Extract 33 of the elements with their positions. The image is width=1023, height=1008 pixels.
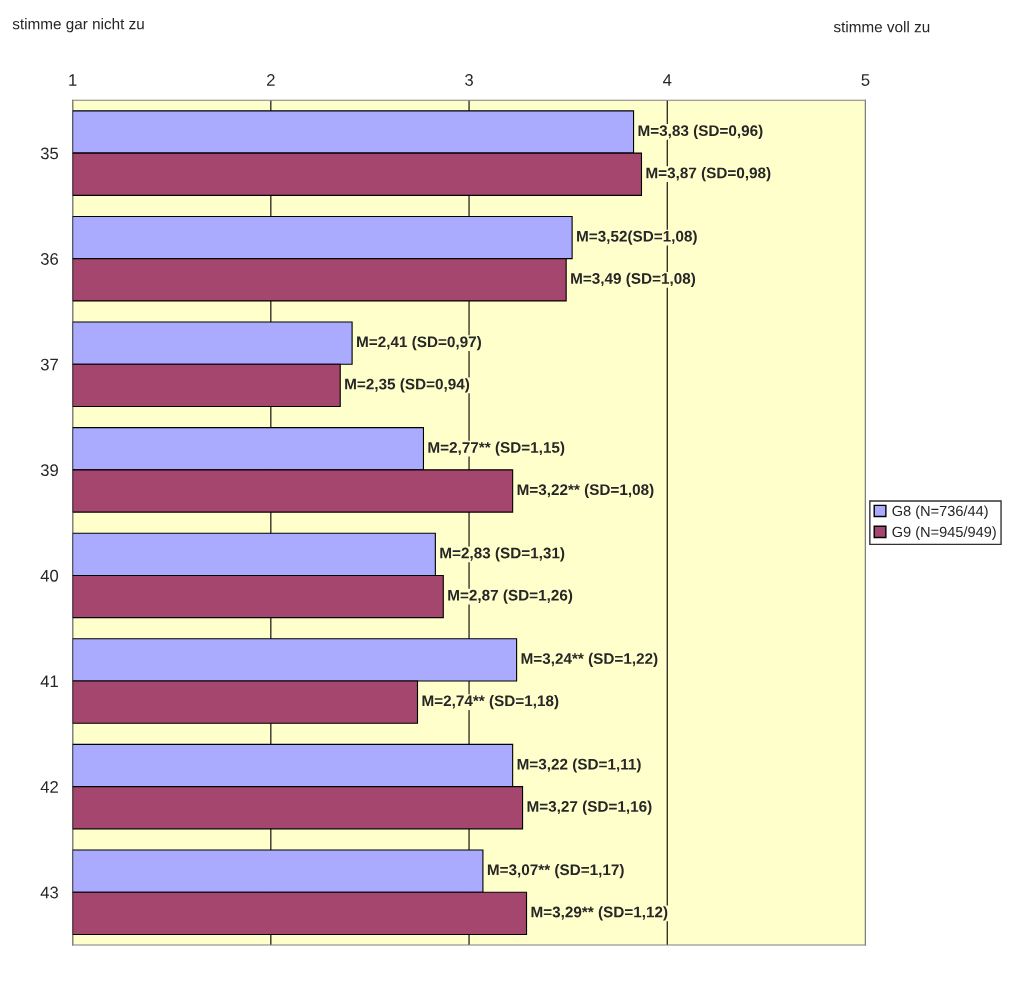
data-label: M=2,35 (SD=0,94) bbox=[345, 378, 470, 393]
data-label: M=3,27 (SD=1,16) bbox=[527, 800, 652, 815]
data-label: M=3,29** (SD=1,12) bbox=[531, 906, 668, 921]
data-label: M=2,41 (SD=0,97) bbox=[357, 336, 481, 351]
x-tick-label: 1 bbox=[69, 74, 77, 86]
data-label: M=2,77** (SD=1,15) bbox=[428, 441, 565, 456]
data-label: M=3,87 (SD=0,98) bbox=[646, 167, 771, 182]
data-label: M=2,74** (SD=1,18) bbox=[422, 695, 559, 710]
data-label: M=2,83 (SD=1,31) bbox=[440, 547, 565, 562]
data-label: M=3,22 (SD=1,11) bbox=[517, 758, 641, 773]
data-label: M=3,22** (SD=1,08) bbox=[517, 483, 654, 499]
y-tick-label: 35 bbox=[40, 147, 59, 160]
data-label: M=3,49 (SD=1,08) bbox=[571, 272, 696, 287]
data-label: M=2,87 (SD=1,26) bbox=[448, 589, 573, 604]
data-label: M=3,07** (SD=1,17) bbox=[487, 863, 624, 879]
x-tick-label: 4 bbox=[663, 74, 672, 86]
y-tick-label: 40 bbox=[40, 569, 59, 582]
x-tick-label: 5 bbox=[861, 74, 870, 86]
y-tick-label: 36 bbox=[40, 253, 59, 265]
y-tick-label: 39 bbox=[40, 464, 58, 477]
legend-label: G8 (N=736/44) bbox=[892, 505, 988, 519]
data-label: M=3,52(SD=1,08) bbox=[577, 230, 697, 245]
text: stimme voll zu bbox=[833, 21, 930, 33]
y-tick-label: 41 bbox=[40, 675, 58, 688]
x-tick-label: 2 bbox=[267, 74, 275, 86]
data-label: M=3,83 (SD=0,96) bbox=[638, 124, 763, 140]
text: stimme gar nicht zu bbox=[12, 18, 144, 33]
y-tick-label: 37 bbox=[40, 358, 58, 371]
legend-label: G9 (N=945/949) bbox=[892, 526, 996, 540]
y-tick-label: 42 bbox=[40, 781, 58, 793]
y-tick-label: 43 bbox=[40, 886, 59, 899]
data-label: M=3,24** (SD=1,22) bbox=[521, 652, 658, 668]
x-tick-label: 3 bbox=[465, 74, 473, 86]
